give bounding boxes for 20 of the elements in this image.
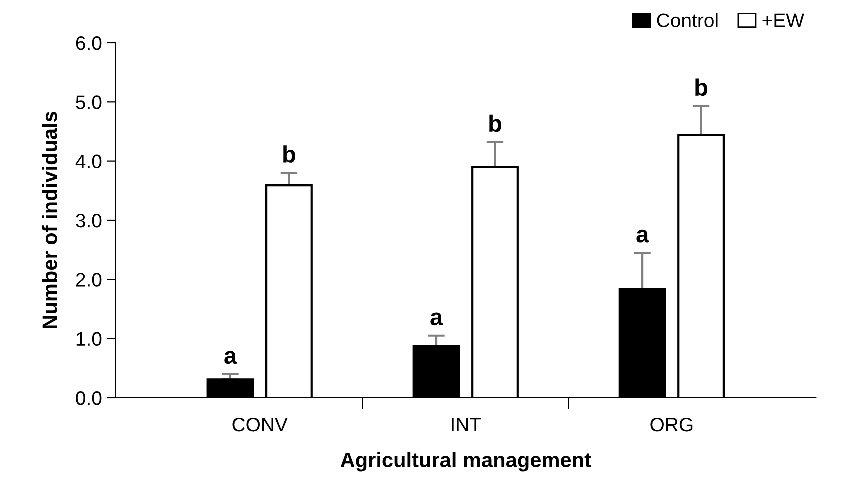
y-tick-label: 3.0 <box>76 214 102 228</box>
annotation: a <box>224 351 238 364</box>
y-tick-label: 1.0 <box>76 332 102 346</box>
annotation: a <box>636 230 650 243</box>
x-tick-label: INT <box>452 418 482 432</box>
annotation: a <box>430 312 444 326</box>
y-tick-label: 6.0 <box>76 36 102 50</box>
y-tick-label: 0.0 <box>76 391 102 406</box>
y-tick-label: 5.0 <box>76 96 102 110</box>
y-tick-label: 4.0 <box>76 154 102 169</box>
y-axis-title: Number of individuals <box>42 112 58 328</box>
annotation: b <box>284 146 296 163</box>
x-tick-label: CONV <box>232 418 288 432</box>
x-tick-label: ORG <box>650 418 693 432</box>
annotation: b <box>490 114 502 132</box>
annotation: b <box>696 78 708 96</box>
x-axis-title: Agricultural management <box>340 452 592 472</box>
legend-label: Control <box>657 13 718 28</box>
y-tick-label: 2.0 <box>76 273 102 287</box>
legend-label: +EW <box>762 14 804 28</box>
